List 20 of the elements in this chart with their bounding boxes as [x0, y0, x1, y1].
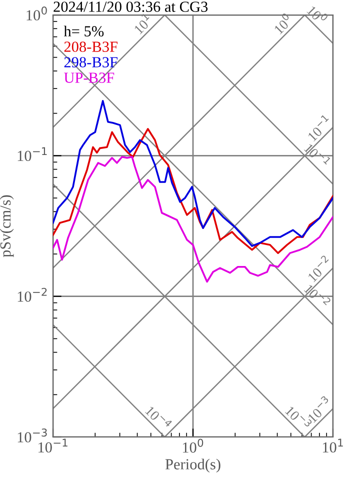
annotation: 10$^{1}$ — [132, 12, 154, 34]
annotation: 10$^{0}$ — [306, 3, 329, 26]
y-tick-label: 10$^{−1}$ — [18, 147, 47, 162]
text: 208-B3F — [64, 42, 118, 52]
annotation: 10$^{0}$ — [271, 12, 294, 34]
annotation: 10$^{−1}$ — [304, 141, 332, 168]
y-tick-label: 10$^{−2}$ — [18, 288, 47, 302]
x-axis-title: Period(s) — [165, 458, 220, 473]
text: UP-B3F — [64, 72, 114, 83]
y-axis-title: pSv(cm/s) — [0, 195, 14, 258]
x-tick-label: 10$^{1}$ — [322, 438, 343, 453]
annotation: 10$^{−4}$ — [144, 404, 173, 432]
chart-title: 2024/11/20 03:36 at CG3 — [54, 2, 208, 12]
text: 298-B3F — [64, 57, 118, 68]
x-tick-label: 10$^{0}$ — [182, 438, 204, 453]
annotation: 10$^{−2}$ — [304, 282, 332, 310]
legend-title: h= 5% — [64, 26, 104, 36]
y-tick-label: 10$^{0}$ — [26, 6, 47, 20]
annotation: 10$^{−2}$ — [305, 254, 333, 282]
annotation: 10$^{−1}$ — [305, 114, 333, 142]
